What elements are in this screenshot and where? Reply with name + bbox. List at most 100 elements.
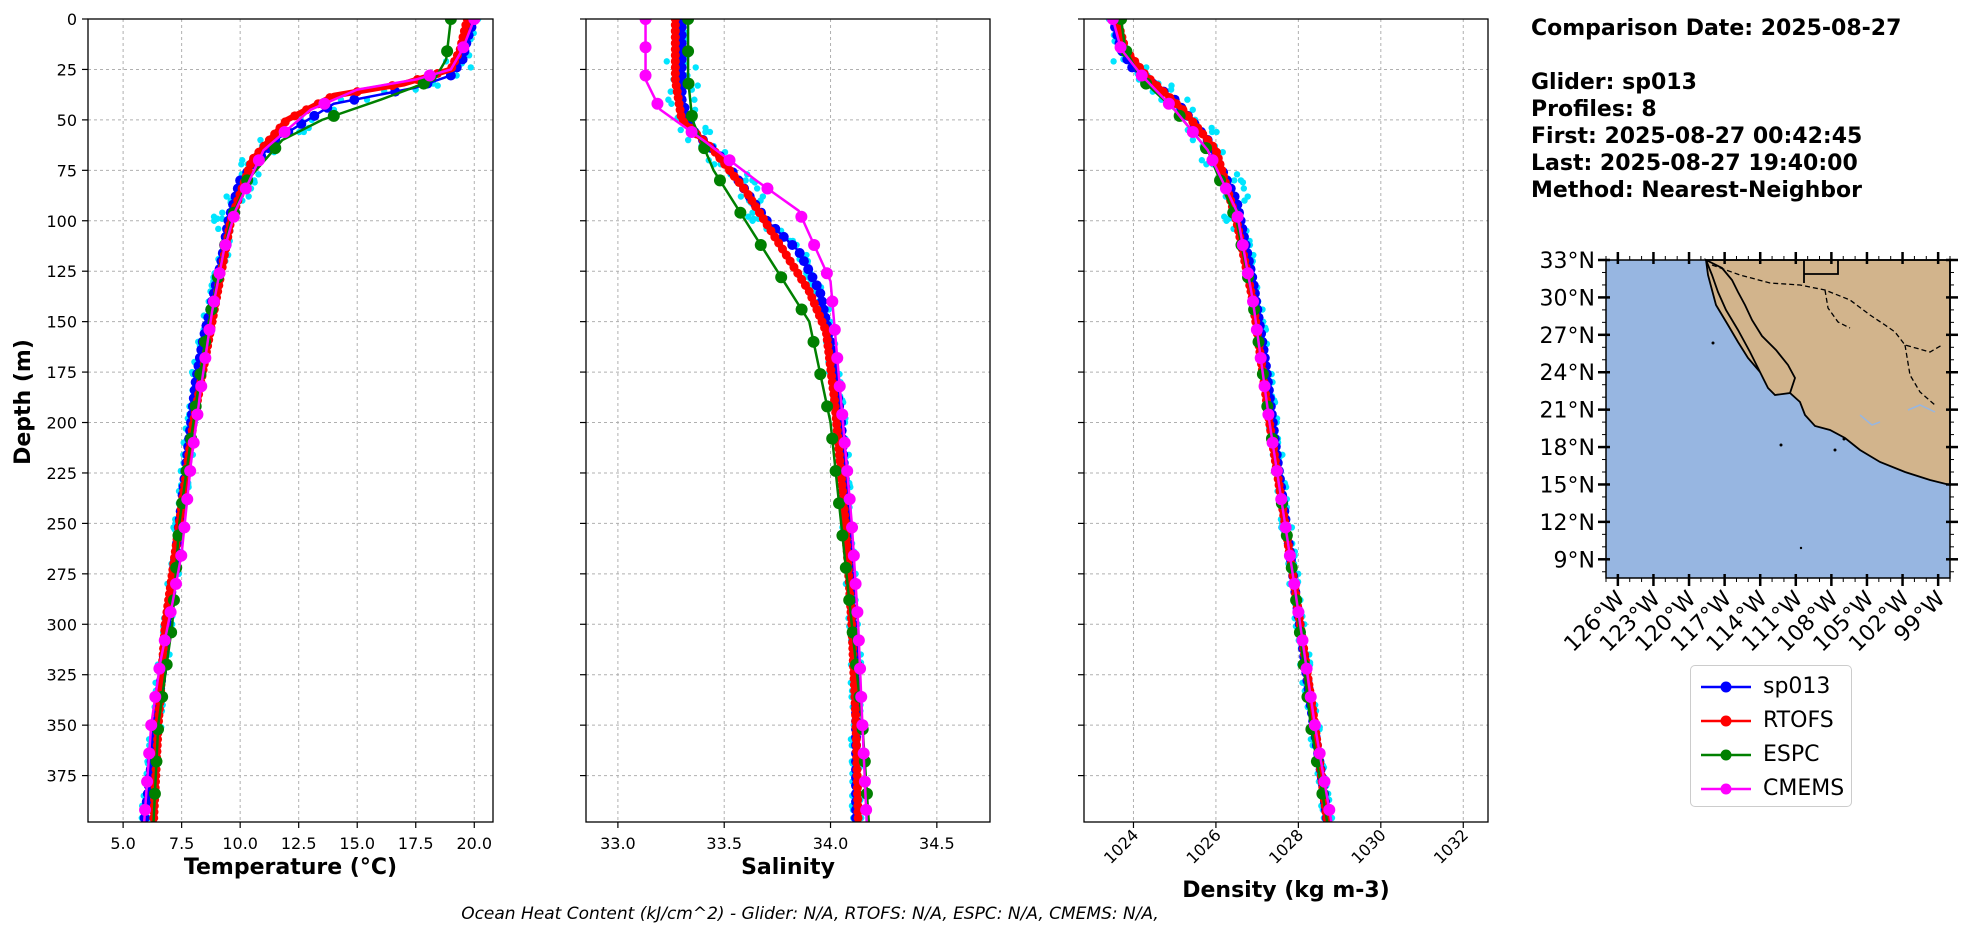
glider-raw-points — [1105, 19, 1336, 822]
data-point — [1279, 521, 1292, 534]
depth-axis-label: Depth (m) — [11, 339, 36, 465]
data-point — [1162, 97, 1175, 110]
data-point — [639, 19, 652, 25]
data-point — [807, 272, 818, 283]
x-tick-label: 7.5 — [169, 834, 194, 853]
y-tick-label: 300 — [46, 615, 77, 634]
x-tick-label: 34.5 — [919, 834, 955, 853]
data-point — [1283, 549, 1296, 562]
data-point — [164, 606, 177, 619]
data-point — [787, 239, 798, 250]
legend-label: ESPC — [1763, 742, 1820, 767]
glider-raw-point — [1168, 82, 1175, 89]
data-point — [444, 19, 457, 25]
map-inset: 33°N30°N27°N24°N21°N18°N15°N12°N9°N126°W… — [1540, 249, 1958, 657]
data-point — [795, 303, 808, 316]
data-point — [833, 380, 846, 393]
series-line — [1111, 19, 1329, 822]
y-tick-label: 225 — [46, 464, 77, 483]
axes-frame — [585, 18, 991, 823]
y-tick-label: 100 — [46, 212, 77, 231]
data-point — [1270, 464, 1283, 477]
series-line — [150, 19, 471, 822]
data-point — [187, 436, 200, 449]
data-point — [170, 577, 183, 590]
island — [1711, 341, 1715, 345]
y-tick-label: 125 — [46, 262, 77, 281]
x-tick-label: 12.5 — [281, 834, 317, 853]
x-axis-label: Temperature (°C) — [184, 855, 397, 880]
y-tick-label: 275 — [46, 565, 77, 584]
data-point — [857, 747, 870, 760]
x-axis-label: Density (kg m-3) — [1182, 878, 1390, 903]
glider-raw-point — [223, 193, 230, 200]
data-point — [1313, 747, 1326, 760]
data-point — [1275, 493, 1288, 506]
glider-raw-point — [1198, 157, 1206, 164]
x-tick-label: 33.0 — [600, 834, 636, 853]
data-point — [798, 256, 809, 267]
data-point — [734, 206, 747, 219]
x-tick-label: 1024 — [1100, 825, 1142, 867]
data-point — [820, 267, 833, 280]
legend-marker — [1701, 715, 1751, 727]
density-panel: 1024 1026 1028 1030 1032 Density (kg m-3) — [1078, 18, 1489, 903]
data-point — [682, 19, 695, 25]
glider-raw-point — [257, 136, 264, 144]
series-line — [1111, 19, 1333, 822]
glider-raw-point — [1237, 177, 1245, 184]
y-tick-label: 200 — [46, 414, 77, 433]
glider-raw-point — [706, 128, 714, 136]
data-point — [175, 549, 188, 562]
data-point — [191, 408, 204, 421]
data-point — [723, 154, 736, 167]
data-point — [278, 125, 291, 138]
data-point — [851, 606, 864, 619]
data-point — [685, 109, 698, 122]
data-point — [838, 436, 851, 449]
y-tick-label: 0 — [67, 10, 77, 29]
glider-raw-point — [1223, 217, 1230, 224]
data-point — [149, 690, 162, 703]
baja-california — [1704, 258, 1796, 396]
interpolation-method: Method: Nearest-Neighbor — [1531, 178, 1862, 203]
lat-label: 18°N — [1540, 436, 1595, 461]
data-point — [713, 174, 726, 187]
legend-marker — [1701, 681, 1751, 693]
y-tick-label: 150 — [46, 313, 77, 332]
data-point — [1188, 117, 1198, 127]
data-point — [754, 238, 767, 251]
data-point — [252, 154, 265, 167]
data-point — [1266, 436, 1279, 449]
data-point — [1219, 182, 1232, 195]
data-point — [195, 380, 208, 393]
data-point — [203, 323, 216, 336]
lat-label: 24°N — [1540, 361, 1595, 386]
data-point — [676, 62, 687, 73]
data-point — [807, 335, 820, 348]
x-tick-label: 5.0 — [110, 834, 135, 853]
data-point — [145, 719, 158, 732]
data-point — [1247, 295, 1260, 308]
x-tick-label: 1026 — [1183, 825, 1225, 867]
state-borders — [1711, 264, 1943, 406]
glider-raw-point — [1231, 177, 1238, 184]
island — [1779, 443, 1783, 447]
glider-raw-point — [1241, 197, 1248, 204]
glider-raw-point — [737, 193, 745, 200]
data-point — [639, 69, 652, 82]
data-point — [775, 271, 788, 284]
glider-raw-point — [211, 217, 218, 224]
glider-raw-point — [663, 58, 670, 65]
axes-frame — [87, 18, 494, 823]
data-point — [729, 171, 739, 181]
glider-raw-point — [245, 193, 252, 200]
data-point — [1186, 125, 1199, 138]
data-point — [309, 110, 320, 121]
salinity-panel: 33.0 33.5 34.0 34.5 Salinity — [580, 18, 991, 880]
data-point — [841, 464, 854, 477]
legend-label: CMEMS — [1763, 776, 1845, 801]
glider-raw-point — [1184, 96, 1191, 103]
y-tick-label: 350 — [46, 716, 77, 735]
data-point — [1241, 267, 1254, 280]
